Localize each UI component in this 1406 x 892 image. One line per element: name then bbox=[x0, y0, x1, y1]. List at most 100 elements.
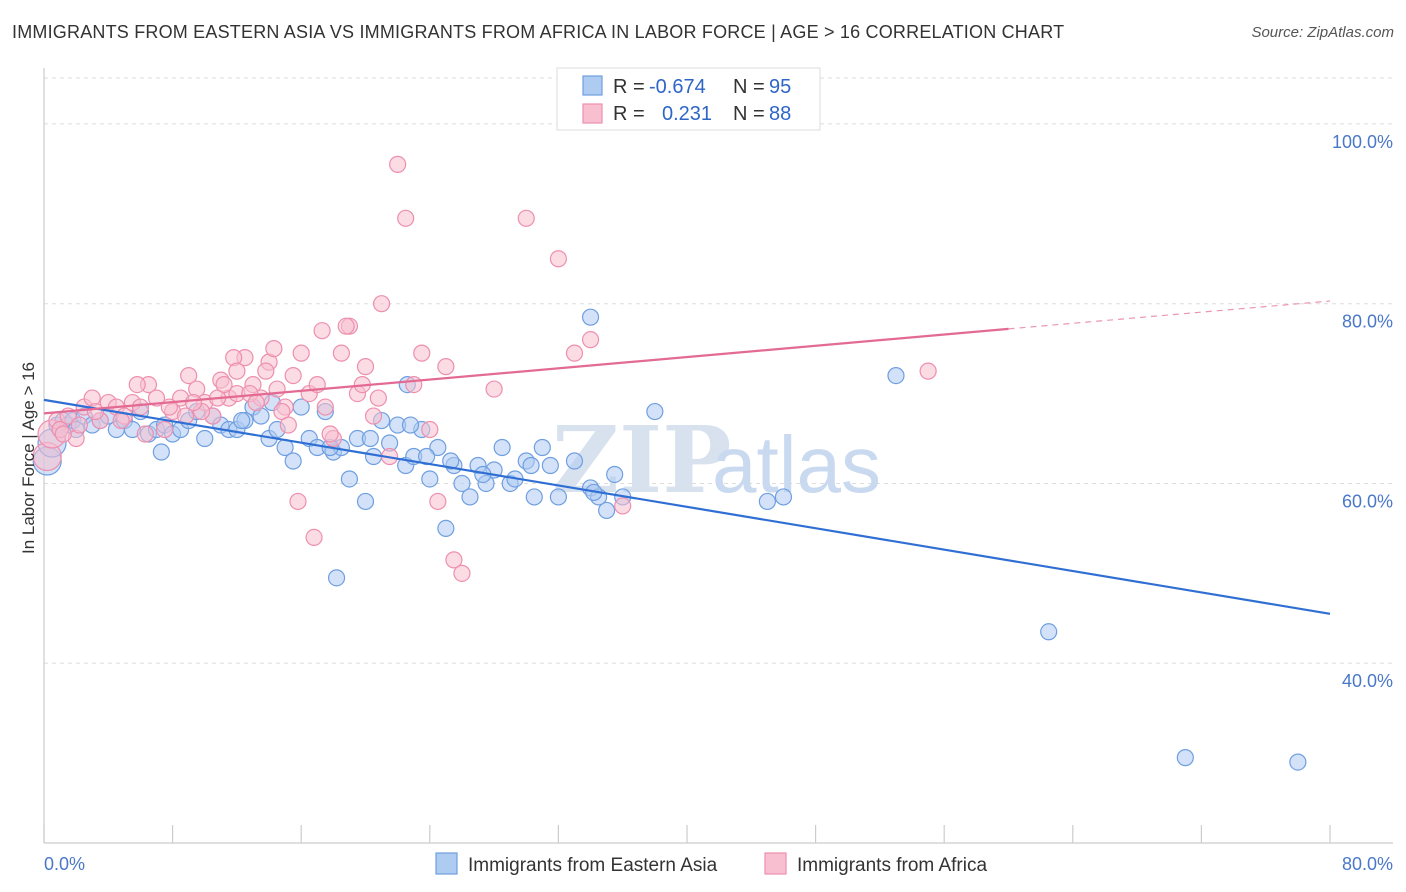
point-eastern-asia-55 bbox=[453, 474, 471, 493]
point-eastern-asia-63 bbox=[525, 488, 543, 506]
point-eastern-asia-78 bbox=[1289, 753, 1307, 771]
point-africa-85 bbox=[228, 362, 246, 380]
legend-n-label-1: N = bbox=[733, 76, 765, 98]
legend-n-value-2: 88 bbox=[769, 103, 791, 125]
point-africa-13 bbox=[131, 398, 150, 416]
trend-line-africa-extension bbox=[1008, 300, 1331, 330]
point-africa-16 bbox=[155, 420, 174, 439]
point-africa-32 bbox=[284, 367, 302, 385]
legend-n-label-2: N = bbox=[733, 103, 765, 125]
x-tick-min: 0.0% bbox=[44, 854, 85, 874]
point-eastern-asia-69 bbox=[598, 501, 616, 520]
y-axis-title: In Labor Force | Age > 16 bbox=[19, 362, 38, 554]
y-tick-label-3: 100.0% bbox=[1332, 132, 1393, 152]
point-africa-36 bbox=[316, 398, 334, 416]
y-tick-label-1: 60.0% bbox=[1342, 491, 1393, 511]
point-eastern-asia-70 bbox=[606, 465, 624, 484]
point-eastern-asia-65 bbox=[541, 456, 559, 475]
point-africa-55 bbox=[517, 209, 535, 227]
point-africa-50 bbox=[429, 492, 447, 511]
point-africa-51 bbox=[437, 358, 455, 376]
point-africa-48 bbox=[413, 344, 431, 362]
trend-lines bbox=[43, 300, 1331, 615]
point-africa-57 bbox=[565, 344, 584, 362]
point-eastern-asia-52 bbox=[429, 438, 447, 457]
y-tick-label-0: 40.0% bbox=[1342, 671, 1393, 691]
point-africa-83 bbox=[337, 317, 355, 335]
point-africa-77 bbox=[321, 425, 339, 443]
point-africa-68 bbox=[112, 411, 130, 430]
point-africa-66 bbox=[305, 528, 323, 546]
point-africa-59 bbox=[614, 497, 632, 515]
legend-r-label-2: R = bbox=[613, 103, 645, 125]
point-eastern-asia-75 bbox=[887, 367, 905, 385]
point-africa-52 bbox=[445, 551, 463, 569]
point-africa-69 bbox=[86, 402, 105, 421]
point-eastern-asia-94 bbox=[581, 308, 600, 326]
point-africa-42 bbox=[364, 407, 383, 425]
point-africa-61 bbox=[257, 362, 275, 380]
point-africa-71 bbox=[54, 425, 72, 443]
point-eastern-asia-82 bbox=[152, 443, 170, 461]
point-eastern-asia-60 bbox=[493, 438, 511, 457]
point-africa-54 bbox=[485, 380, 503, 398]
point-africa-64 bbox=[289, 492, 307, 511]
point-eastern-asia-53 bbox=[437, 519, 455, 538]
series-legend: Immigrants from Eastern Asia Immigrants … bbox=[435, 852, 987, 876]
point-africa-87 bbox=[265, 340, 283, 358]
point-eastern-asia-23 bbox=[196, 429, 214, 448]
legend-r-value-2: 0.231 bbox=[662, 103, 712, 125]
point-africa-60 bbox=[919, 362, 937, 380]
point-africa-19 bbox=[180, 367, 198, 385]
point-africa-46 bbox=[397, 209, 415, 227]
series-label-eastern-asia: Immigrants from Eastern Asia bbox=[468, 855, 718, 876]
point-africa-49 bbox=[421, 420, 439, 439]
point-africa-84 bbox=[128, 375, 146, 394]
point-africa-56 bbox=[549, 250, 568, 268]
series-label-africa: Immigrants from Africa bbox=[797, 855, 987, 876]
point-eastern-asia-73 bbox=[758, 492, 776, 511]
point-eastern-asia-72 bbox=[646, 402, 664, 421]
point-eastern-asia-81 bbox=[233, 411, 251, 430]
point-africa-45 bbox=[389, 155, 407, 173]
point-eastern-asia-41 bbox=[340, 470, 359, 488]
point-eastern-asia-74 bbox=[774, 488, 793, 506]
point-eastern-asia-77 bbox=[1176, 749, 1194, 767]
point-africa-58 bbox=[581, 331, 600, 349]
trend-line-eastern-asia bbox=[43, 398, 1331, 615]
point-eastern-asia-84 bbox=[361, 429, 379, 448]
point-eastern-asia-43 bbox=[356, 492, 375, 511]
point-africa-53 bbox=[453, 564, 471, 582]
grid-lines bbox=[44, 77, 1393, 664]
legend-swatch-pink bbox=[582, 103, 603, 124]
point-africa-43 bbox=[372, 295, 391, 313]
point-eastern-asia-76 bbox=[1040, 623, 1058, 641]
legend-swatch-blue bbox=[582, 75, 603, 96]
legend-r-value-1: -0.674 bbox=[649, 76, 706, 98]
watermark-atlas: atlas bbox=[712, 420, 881, 509]
series-swatch-africa bbox=[764, 852, 787, 875]
point-africa-82 bbox=[215, 375, 233, 394]
y-tick-label-2: 80.0% bbox=[1342, 312, 1393, 332]
legend-box: R = -0.674 N = 95 R = 0.231 N = 88 bbox=[556, 67, 821, 131]
point-africa-65 bbox=[313, 322, 331, 340]
point-africa-38 bbox=[332, 344, 350, 362]
point-africa-30 bbox=[268, 380, 286, 398]
point-eastern-asia-87 bbox=[522, 456, 540, 475]
point-africa-80 bbox=[247, 393, 265, 412]
point-eastern-asia-64 bbox=[533, 438, 551, 457]
series-swatch-eastern-asia bbox=[435, 852, 458, 875]
trend-line-africa bbox=[43, 327, 1009, 415]
point-eastern-asia-66 bbox=[549, 488, 568, 506]
point-eastern-asia-56 bbox=[461, 488, 479, 506]
point-africa-81 bbox=[279, 416, 297, 434]
data-points bbox=[32, 155, 1307, 771]
point-africa-41 bbox=[356, 358, 375, 376]
point-africa-47 bbox=[405, 375, 423, 394]
point-africa-33 bbox=[292, 344, 310, 362]
point-eastern-asia-80 bbox=[401, 416, 420, 434]
x-tick-max: 80.0% bbox=[1342, 854, 1393, 874]
legend-r-label-1: R = bbox=[613, 76, 645, 98]
point-africa-67 bbox=[136, 425, 154, 443]
